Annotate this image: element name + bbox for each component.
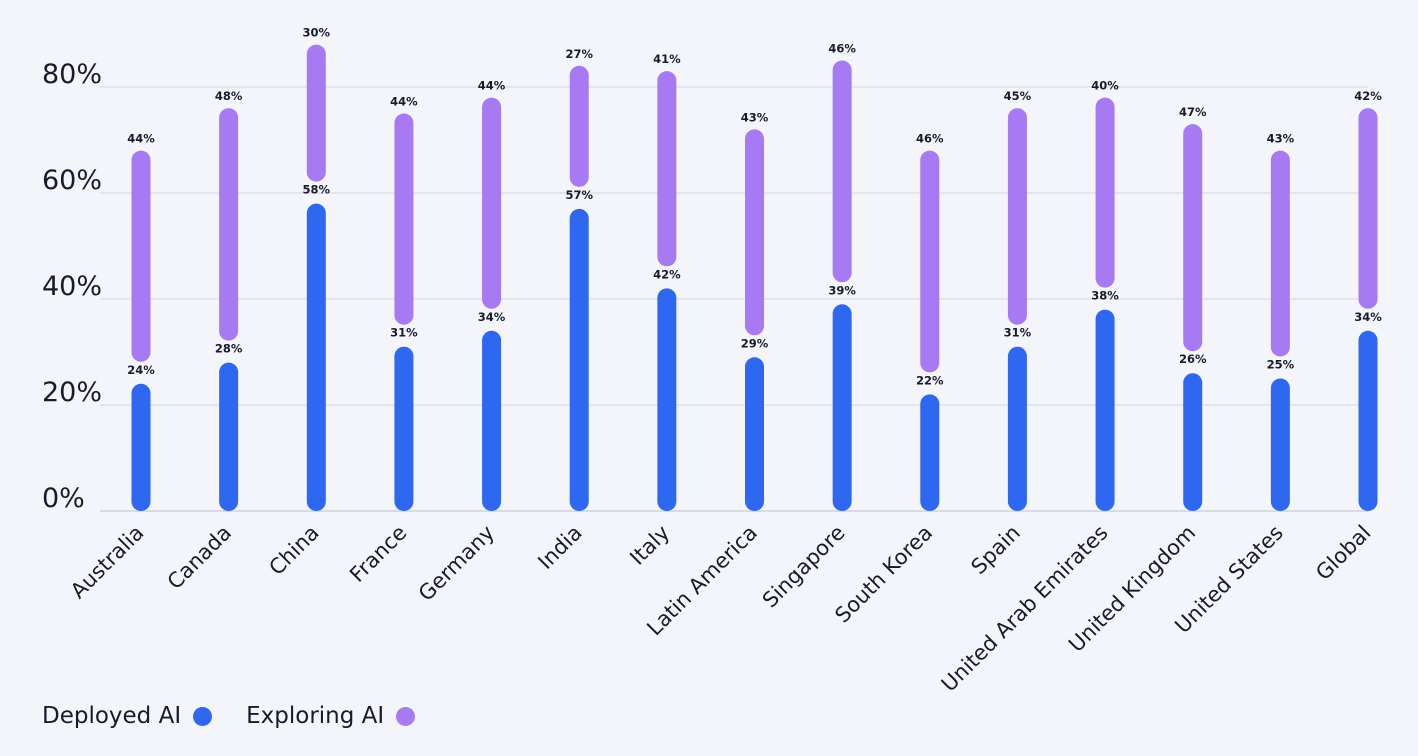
bar-exploring-china <box>306 44 326 182</box>
x-tick-label-global: Global <box>1311 521 1375 585</box>
bar-deployed-canada <box>219 362 239 511</box>
bar-deployed-south-korea <box>920 394 940 511</box>
bar-exploring-singapore <box>832 60 852 283</box>
data-label-exploring-south-korea: 46% <box>916 132 944 146</box>
data-label-exploring-singapore: 46% <box>828 42 856 56</box>
bar-exploring-united-kingdom <box>1183 124 1203 352</box>
legend-label-deployed: Deployed AI <box>42 703 182 729</box>
bar-deployed-italy <box>657 288 677 511</box>
data-label-deployed-france: 31% <box>390 326 418 340</box>
bar-deployed-germany <box>482 330 502 511</box>
bar-exploring-united-arab-emirates <box>1095 97 1115 288</box>
legend: Deployed AI Exploring AI <box>42 703 449 729</box>
bar-exploring-australia <box>131 150 151 362</box>
bar-exploring-spain <box>1007 108 1027 325</box>
y-tick-label-0: 0% <box>42 483 85 514</box>
bar-deployed-australia <box>131 383 151 511</box>
data-label-deployed-spain: 31% <box>1004 326 1032 340</box>
bar-deployed-united-arab-emirates <box>1095 309 1115 511</box>
x-tick-label-united-arab-emirates: United Arab Emirates <box>937 521 1113 697</box>
bar-exploring-south-korea <box>920 150 940 373</box>
bar-deployed-china <box>306 203 326 511</box>
y-tick-label-60: 60% <box>42 165 102 196</box>
bar-exploring-germany <box>482 97 502 309</box>
x-tick-label-germany: Germany <box>414 521 499 606</box>
data-label-deployed-australia: 24% <box>127 363 155 377</box>
x-tick-label-italy: Italy <box>625 521 674 570</box>
bar-deployed-france <box>394 346 414 511</box>
bar-deployed-global <box>1358 330 1378 511</box>
data-label-deployed-china: 58% <box>303 183 331 197</box>
data-label-exploring-india: 27% <box>565 47 593 61</box>
data-label-exploring-global: 42% <box>1354 89 1382 103</box>
x-tick-label-china: China <box>264 521 323 580</box>
data-label-exploring-united-arab-emirates: 40% <box>1091 79 1119 93</box>
data-label-exploring-australia: 44% <box>127 132 155 146</box>
data-label-exploring-united-states: 43% <box>1267 132 1295 146</box>
bar-exploring-united-states <box>1270 150 1290 357</box>
bar-deployed-spain <box>1007 346 1027 511</box>
data-label-exploring-italy: 41% <box>653 52 681 66</box>
data-label-deployed-united-arab-emirates: 38% <box>1091 289 1119 303</box>
bar-exploring-canada <box>219 108 239 341</box>
legend-item-deployed: Deployed AI <box>42 703 213 729</box>
x-tick-label-france: France <box>345 521 411 587</box>
x-tick-label-canada: Canada <box>163 521 236 594</box>
data-label-exploring-germany: 44% <box>478 79 506 93</box>
bar-deployed-latin-america <box>745 357 764 511</box>
data-label-exploring-spain: 45% <box>1004 89 1032 103</box>
data-label-exploring-united-kingdom: 47% <box>1179 105 1207 119</box>
y-tick-label-40: 40% <box>42 271 102 302</box>
legend-dot-exploring <box>396 706 416 726</box>
data-label-deployed-south-korea: 22% <box>916 373 944 387</box>
data-label-deployed-germany: 34% <box>478 310 506 324</box>
legend-item-exploring: Exploring AI <box>246 703 416 729</box>
bar-deployed-united-states <box>1270 378 1290 511</box>
y-tick-label-80: 80% <box>42 59 102 90</box>
data-label-deployed-india: 57% <box>565 188 593 202</box>
bar-exploring-latin-america <box>745 129 764 336</box>
bar-deployed-united-kingdom <box>1183 373 1203 511</box>
data-label-deployed-canada: 28% <box>215 342 243 356</box>
x-tick-label-australia: Australia <box>66 521 149 604</box>
data-label-deployed-united-kingdom: 26% <box>1179 352 1207 366</box>
bar-exploring-italy <box>657 71 677 267</box>
data-label-exploring-canada: 48% <box>215 89 243 103</box>
data-label-deployed-latin-america: 29% <box>741 336 769 350</box>
data-label-deployed-singapore: 39% <box>828 283 856 297</box>
x-tick-label-singapore: Singapore <box>758 521 850 613</box>
bar-deployed-india <box>569 208 589 511</box>
x-tick-label-india: India <box>533 521 586 574</box>
bar-exploring-global <box>1358 108 1378 309</box>
y-tick-label-20: 20% <box>42 377 102 408</box>
data-label-exploring-china: 30% <box>303 26 331 40</box>
data-label-deployed-global: 34% <box>1354 310 1382 324</box>
x-tick-label-spain: Spain <box>966 521 1024 579</box>
bar-exploring-france <box>394 113 414 325</box>
bar-deployed-singapore <box>832 304 852 511</box>
data-label-deployed-united-states: 25% <box>1267 358 1295 372</box>
legend-dot-deployed <box>193 706 213 726</box>
bar-exploring-india <box>569 65 589 187</box>
data-label-exploring-latin-america: 43% <box>741 110 769 124</box>
legend-label-exploring: Exploring AI <box>246 703 385 729</box>
data-label-deployed-italy: 42% <box>653 267 681 281</box>
data-label-exploring-france: 44% <box>390 95 418 109</box>
